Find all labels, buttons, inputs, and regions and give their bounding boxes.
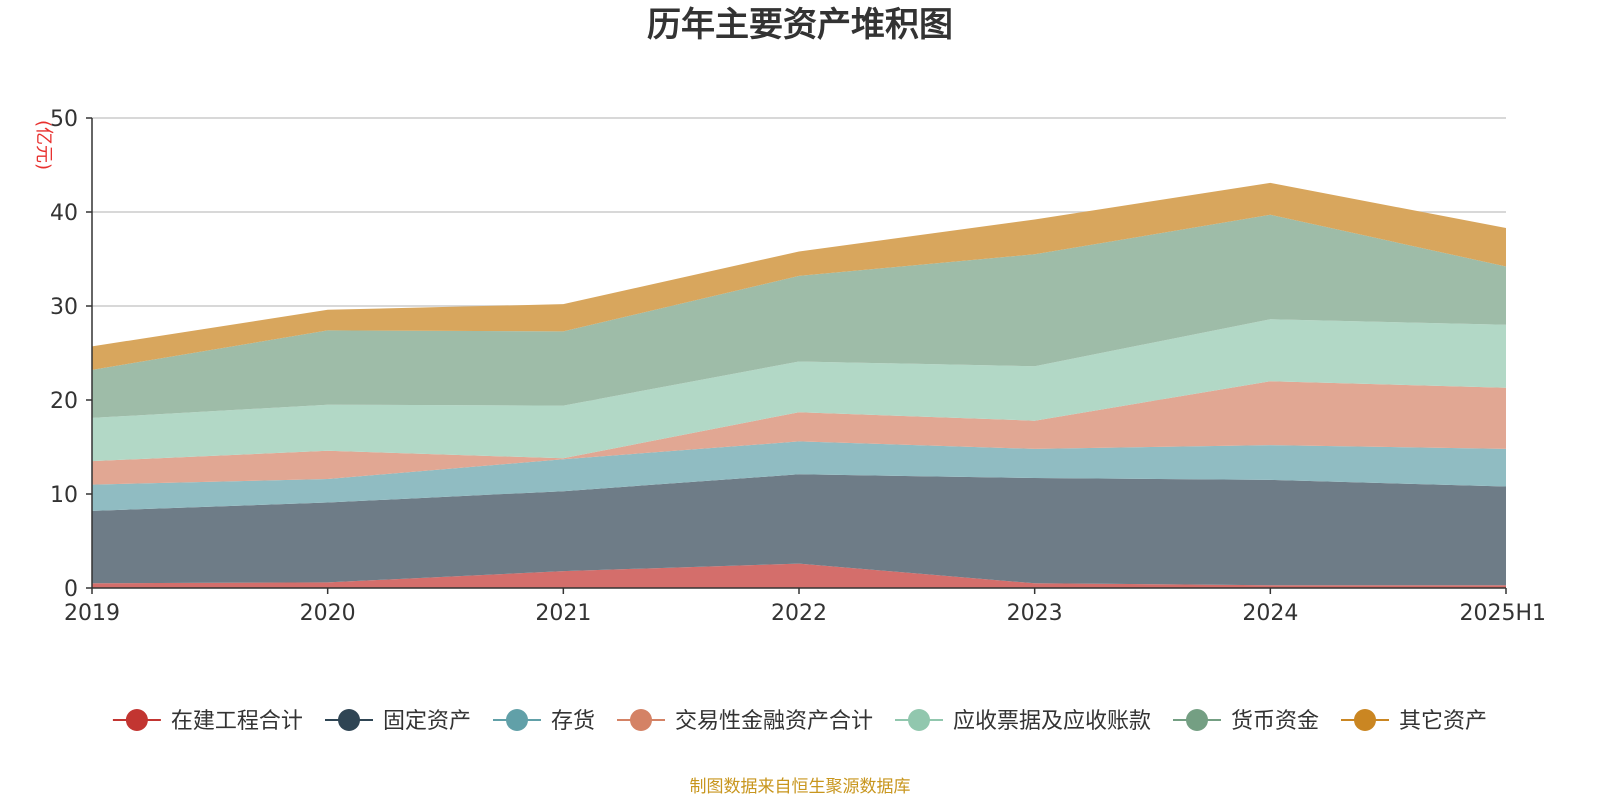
legend-item-4: 应收票据及应收账款	[895, 709, 1151, 734]
y-tick-label-4: 40	[50, 201, 78, 226]
y-unit-label: (亿元)	[33, 120, 54, 170]
area-series-1	[92, 474, 1506, 586]
y-tick-label-5: 50	[50, 107, 78, 132]
source-note: 制图数据来自恒生聚源数据库	[690, 777, 911, 797]
area-layers	[92, 182, 1506, 588]
legend-item-1: 固定资产	[325, 709, 471, 734]
legend-label-4: 应收票据及应收账款	[953, 709, 1151, 734]
x-tick-label-3: 2022	[771, 601, 827, 626]
chart-title: 历年主要资产堆积图	[647, 5, 953, 45]
legend-label-1: 固定资产	[383, 709, 471, 734]
y-tick-label-0: 0	[64, 577, 78, 602]
x-tick-label-2: 2021	[535, 601, 591, 626]
x-tick-label-4: 2023	[1007, 601, 1063, 626]
axes: 0 10 20 30 40 50 2019 2020 2021 2022 2023 2024 2025H…	[50, 107, 1546, 626]
legend-marker-4	[908, 709, 930, 731]
legend-item-0: 在建工程合计	[112, 709, 303, 734]
legend-item-6: 其它资产	[1341, 709, 1487, 734]
y-tick-label-1: 10	[50, 483, 78, 508]
x-tick-label-1: 2020	[300, 601, 356, 626]
x-tick-label-6: 2025H1	[1459, 601, 1546, 626]
x-tick-label-5: 2024	[1242, 601, 1298, 626]
legend-marker-5	[1186, 709, 1208, 731]
legend-item-5: 货币资金	[1173, 709, 1319, 734]
legend-marker-6	[1354, 709, 1376, 731]
legend: 在建工程合计 固定资产 存货 交易性金融资产合计 应收票据及应收账款 货币资金 其它资产	[112, 709, 1487, 734]
legend-marker-1	[338, 709, 360, 731]
legend-label-2: 存货	[551, 709, 595, 734]
area-series-0	[92, 563, 1506, 588]
legend-marker-2	[506, 709, 528, 731]
legend-label-6: 其它资产	[1399, 709, 1487, 734]
area-series-2	[92, 441, 1506, 511]
y-tick-label-2: 20	[50, 389, 78, 414]
legend-marker-3	[630, 709, 652, 731]
area-series-5	[92, 214, 1506, 418]
y-tick-label-3: 30	[50, 295, 78, 320]
area-series-3	[92, 381, 1506, 485]
legend-item-3: 交易性金融资产合计	[617, 709, 873, 734]
x-tick-label-0: 2019	[64, 601, 120, 626]
legend-label-3: 交易性金融资产合计	[675, 709, 873, 734]
legend-label-0: 在建工程合计	[171, 709, 303, 734]
area-series-6	[92, 182, 1506, 370]
legend-label-5: 货币资金	[1231, 709, 1319, 734]
area-series-4	[92, 319, 1506, 462]
legend-marker-0	[125, 709, 148, 731]
legend-item-2: 存货	[493, 709, 595, 734]
